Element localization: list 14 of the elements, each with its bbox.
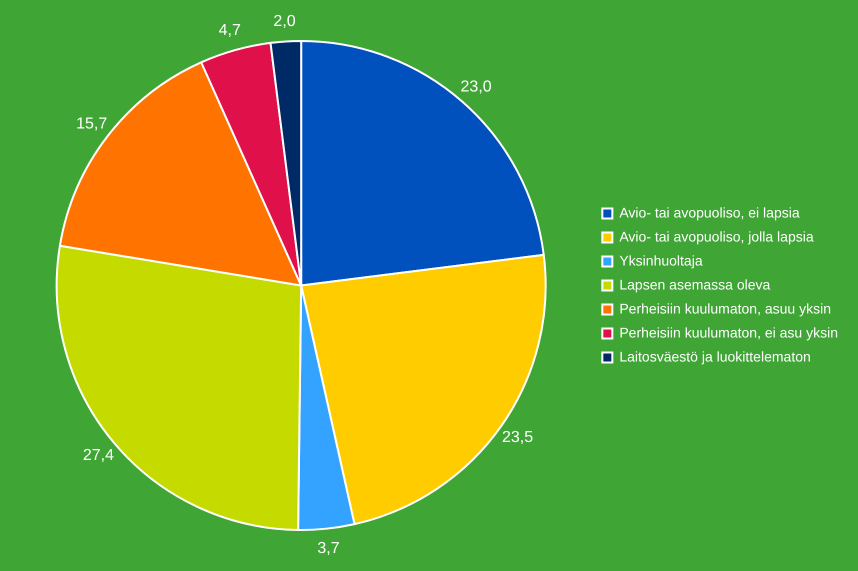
data-label: 23,0 xyxy=(460,78,492,96)
legend-label: Perheisiin kuulumaton, ei asu yksin xyxy=(619,324,838,340)
legend-label: Perheisiin kuulumaton, asuu yksin xyxy=(619,300,832,316)
legend-label: Yksinhuoltaja xyxy=(619,252,703,268)
data-label: 4,7 xyxy=(218,22,241,40)
data-label: 3,7 xyxy=(317,540,340,557)
legend-label: Lapsen asemassa oleva xyxy=(619,276,771,292)
legend-label: Laitosväestö ja luokittelematon xyxy=(619,348,811,364)
legend-label: Avio- tai avopuoliso, ei lapsia xyxy=(619,204,800,220)
legend-label: Avio- tai avopuoliso, jolla lapsia xyxy=(619,228,814,244)
data-label: 27,4 xyxy=(82,446,114,464)
data-label: 15,7 xyxy=(76,115,108,132)
data-label: 23,5 xyxy=(502,428,534,446)
data-label: 2,0 xyxy=(273,12,296,30)
